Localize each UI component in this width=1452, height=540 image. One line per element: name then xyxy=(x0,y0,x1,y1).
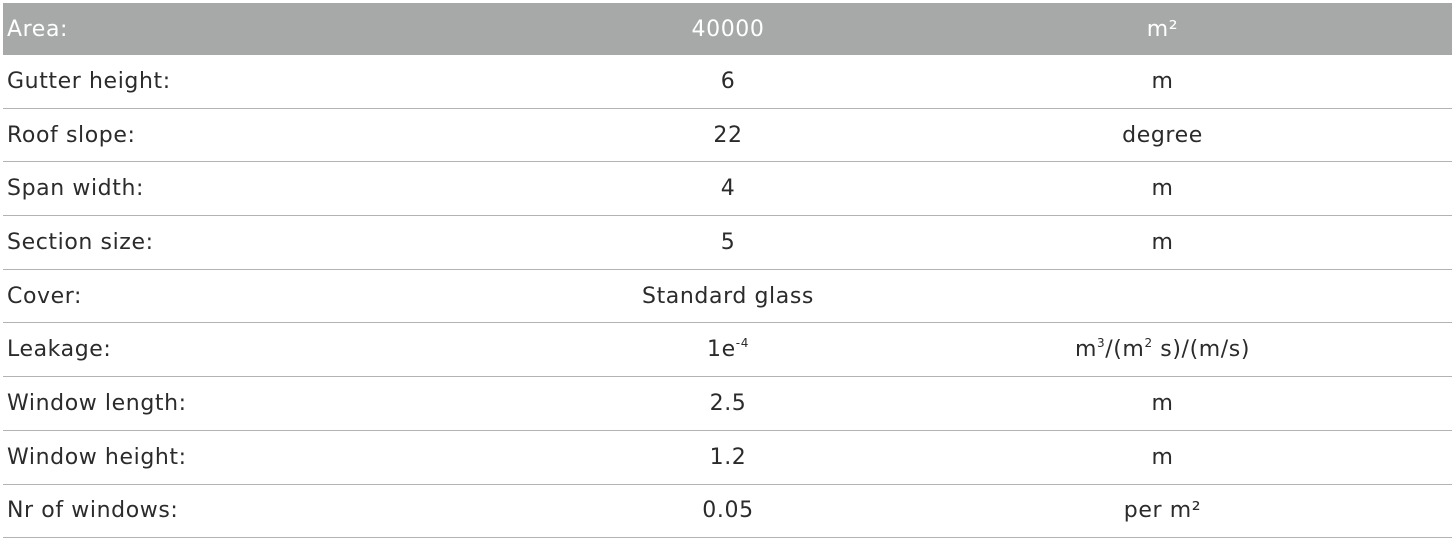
table-row-leakage: Leakage: 1e-4 m3/(m2 s)/(m/s) xyxy=(3,323,1452,378)
value-base: 1e xyxy=(707,337,736,363)
row-unit: m xyxy=(1151,68,1174,94)
row-value: 5 xyxy=(720,229,736,255)
row-label: Window length: xyxy=(7,390,187,416)
row-value: 1e-4 xyxy=(583,337,873,362)
row-label: Roof slope: xyxy=(7,122,136,148)
row-label: Gutter height: xyxy=(7,68,171,94)
row-unit: degree xyxy=(1122,122,1203,148)
table-row-nr-of-windows: Nr of windows: 0.05 per m² xyxy=(3,485,1452,539)
row-value: 2.5 xyxy=(709,390,747,416)
row-unit: m xyxy=(1151,444,1174,470)
row-label: Window height: xyxy=(7,444,187,470)
row-unit: m xyxy=(1151,176,1174,202)
row-label: Leakage: xyxy=(7,337,112,363)
row-label: Nr of windows: xyxy=(7,498,179,524)
row-value: Standard glass xyxy=(642,283,814,309)
table-row-cover: Cover: Standard glass xyxy=(3,270,1452,324)
table-row-gutter-height: Gutter height: 6 m xyxy=(3,55,1452,109)
row-value: 0.05 xyxy=(702,498,754,524)
table-row-span-width: Span width: 4 m xyxy=(3,162,1452,217)
table-row-roof-slope: Roof slope: 22 degree xyxy=(3,109,1452,163)
row-unit: m3/(m2 s)/(m/s) xyxy=(873,337,1452,362)
row-value: 6 xyxy=(720,68,736,94)
parameters-table: Area: 40000 m² Gutter height: 6 m Roof s… xyxy=(3,3,1452,539)
row-label: Cover: xyxy=(7,283,83,309)
row-value: 22 xyxy=(713,122,743,148)
unit-exponent: 2 xyxy=(1144,336,1153,351)
row-unit: per m² xyxy=(1123,498,1202,524)
row-unit: m xyxy=(1151,390,1174,416)
row-unit: m xyxy=(1151,229,1174,255)
unit-exponent: 3 xyxy=(1096,336,1106,351)
value-exponent: -4 xyxy=(735,336,749,351)
row-value: 40000 xyxy=(691,16,765,42)
row-label: Span width: xyxy=(7,176,144,202)
row-value: 4 xyxy=(720,176,736,202)
row-label: Area: xyxy=(7,16,69,42)
table-row-window-length: Window length: 2.5 m xyxy=(3,377,1452,431)
table-row-section-size: Section size: 5 m xyxy=(3,216,1452,270)
unit-part: m xyxy=(1074,337,1097,363)
unit-part: /(m xyxy=(1105,337,1145,363)
row-unit: m² xyxy=(1146,16,1179,42)
table-row-window-height: Window height: 1.2 m xyxy=(3,431,1452,485)
row-value: 1.2 xyxy=(709,444,747,470)
row-label: Section size: xyxy=(7,229,154,255)
unit-part: s)/(m/s) xyxy=(1152,337,1251,363)
table-row-area: Area: 40000 m² xyxy=(3,3,1452,55)
